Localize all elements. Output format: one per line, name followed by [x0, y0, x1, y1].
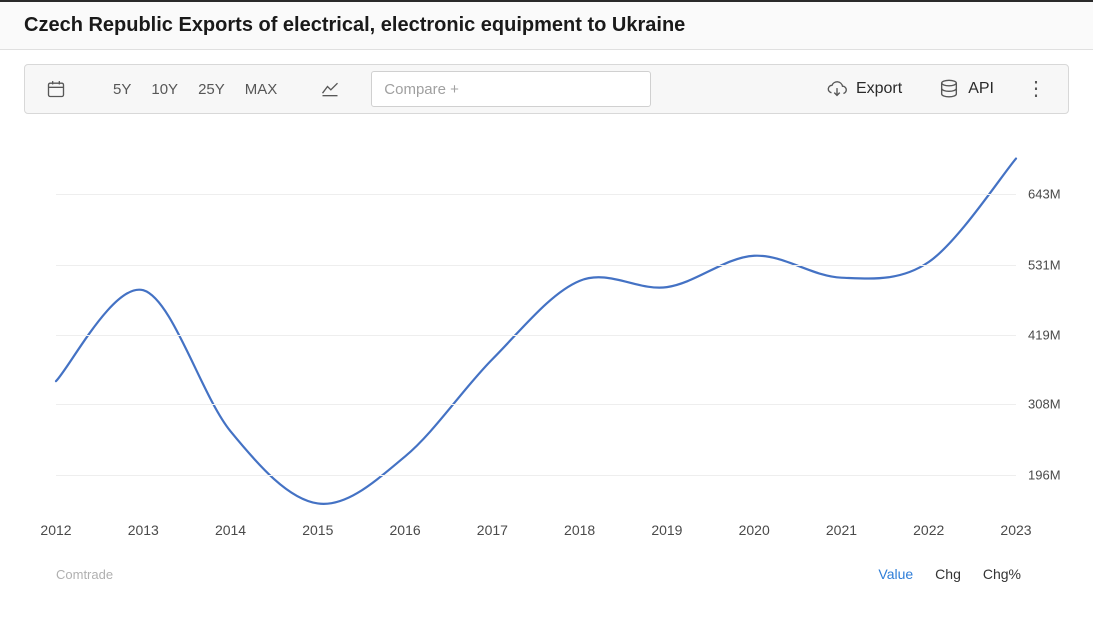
more-menu-icon[interactable]: ⋮	[1018, 79, 1054, 99]
x-tick-label: 2019	[651, 522, 682, 538]
x-tick-label: 2017	[477, 522, 508, 538]
x-tick-label: 2016	[390, 522, 421, 538]
range-10y[interactable]: 10Y	[145, 77, 184, 102]
x-tick-label: 2018	[564, 522, 595, 538]
compare-input[interactable]	[371, 71, 651, 107]
grid-line	[56, 194, 1016, 195]
grid-line	[56, 265, 1016, 266]
database-icon	[938, 78, 960, 100]
y-tick-label: 419M	[1028, 327, 1061, 342]
tab-value[interactable]: Value	[878, 566, 913, 582]
calendar-icon[interactable]	[39, 72, 73, 106]
cloud-download-icon	[826, 78, 848, 100]
tab-chg[interactable]: Chg	[935, 566, 961, 582]
x-tick-label: 2014	[215, 522, 246, 538]
chart-area: 196M308M419M531M643M 2012201320142015201…	[24, 146, 1069, 540]
grid-line	[56, 335, 1016, 336]
x-tick-label: 2012	[40, 522, 71, 538]
grid-line	[56, 404, 1016, 405]
y-tick-label: 308M	[1028, 397, 1061, 412]
export-button[interactable]: Export	[818, 74, 910, 104]
tab-chg-percent[interactable]: Chg%	[983, 566, 1021, 582]
toolbar: 5Y 10Y 25Y MAX Export	[24, 64, 1069, 114]
chart-header: Czech Republic Exports of electrical, el…	[0, 2, 1093, 50]
x-tick-label: 2021	[826, 522, 857, 538]
range-group: 5Y 10Y 25Y MAX	[107, 77, 283, 102]
api-button[interactable]: API	[930, 74, 1002, 104]
x-tick-label: 2023	[1000, 522, 1031, 538]
chart-title: Czech Republic Exports of electrical, el…	[24, 14, 1069, 37]
export-label: Export	[856, 80, 902, 98]
source-label: Comtrade	[56, 567, 113, 582]
range-25y[interactable]: 25Y	[192, 77, 231, 102]
metric-tabs: Value Chg Chg%	[878, 566, 1069, 582]
range-5y[interactable]: 5Y	[107, 77, 137, 102]
x-tick-label: 2020	[739, 522, 770, 538]
y-tick-label: 196M	[1028, 467, 1061, 482]
grid-line	[56, 475, 1016, 476]
x-tick-label: 2022	[913, 522, 944, 538]
api-label: API	[968, 80, 994, 98]
line-series	[56, 146, 1016, 516]
x-tick-label: 2015	[302, 522, 333, 538]
y-tick-label: 531M	[1028, 257, 1061, 272]
chart-footer: Comtrade Value Chg Chg%	[56, 566, 1069, 582]
range-max[interactable]: MAX	[239, 77, 284, 102]
chart-type-icon[interactable]	[313, 72, 347, 106]
x-axis: 2012201320142015201620172018201920202021…	[56, 516, 1016, 540]
plot-region: 196M308M419M531M643M	[56, 146, 1016, 516]
x-tick-label: 2013	[128, 522, 159, 538]
y-tick-label: 643M	[1028, 187, 1061, 202]
